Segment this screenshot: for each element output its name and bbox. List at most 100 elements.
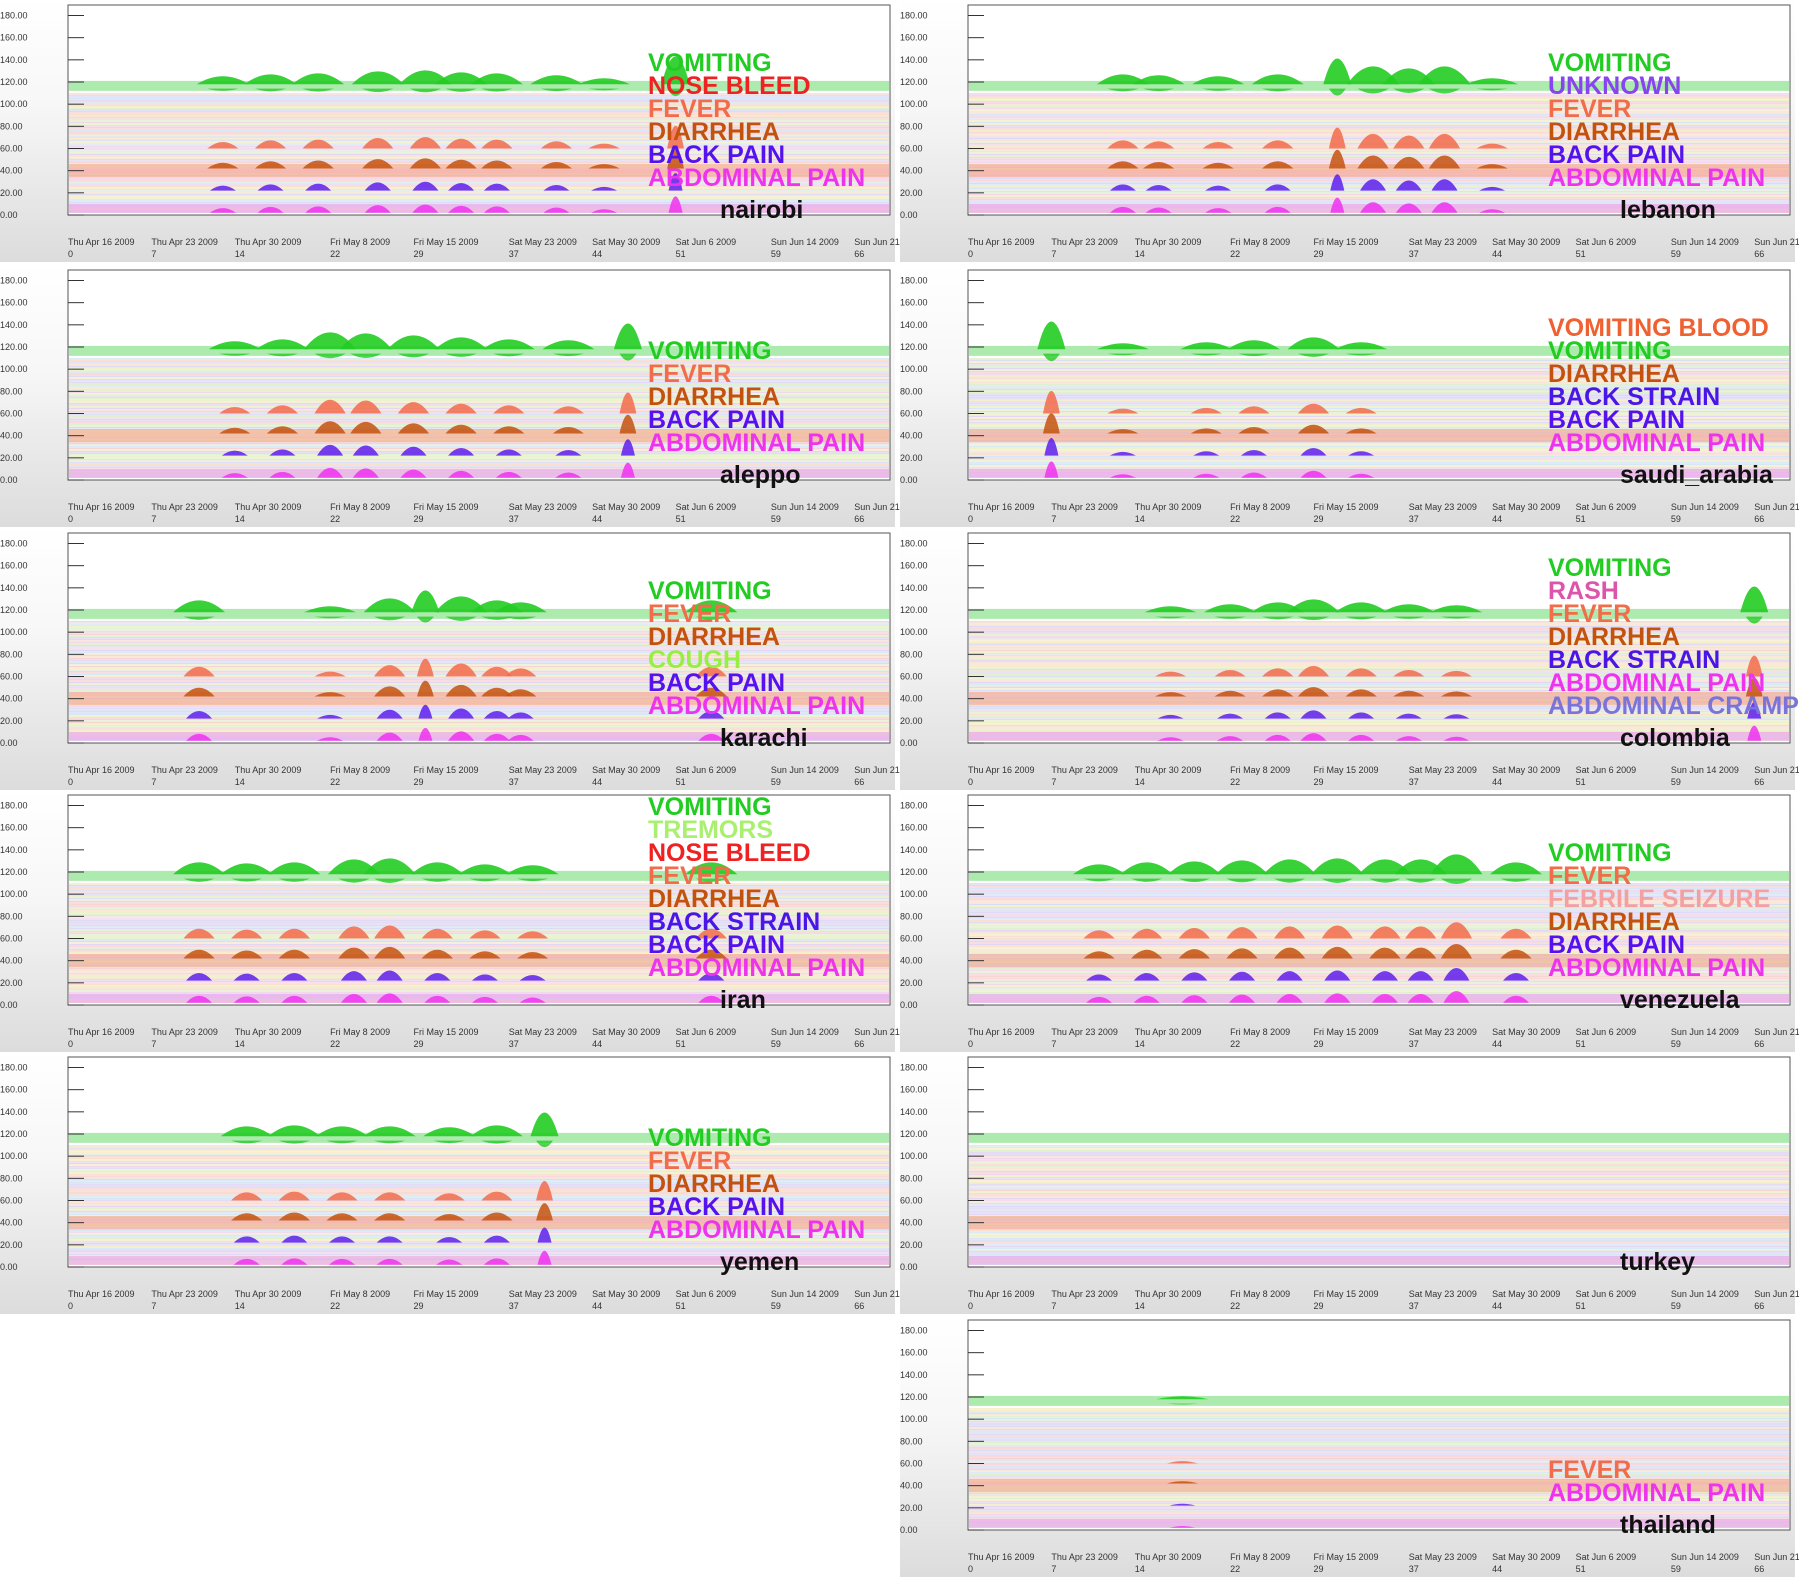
stream-band — [69, 1177, 889, 1179]
city-label: aleppo — [720, 461, 801, 489]
stream-band — [969, 665, 1789, 668]
x-tick-date: Sat Jun 6 2009 — [1576, 237, 1637, 247]
vomiting-peak — [244, 74, 297, 85]
stream-band — [69, 1149, 889, 1152]
stream-bands — [969, 1408, 1789, 1528]
back-pain-peak — [340, 971, 367, 981]
diarrhea-peak — [1393, 690, 1425, 697]
vomiting-peak — [542, 340, 595, 350]
stream-band — [69, 916, 889, 919]
vomiting-peak — [1216, 860, 1268, 875]
legend-item: BACK PAIN — [1548, 931, 1685, 959]
legend-item: BACK STRAIN — [648, 908, 820, 936]
abdominal-peak — [1145, 207, 1172, 213]
x-tick-date: Sat May 23 2009 — [1409, 1289, 1477, 1299]
y-tick-label: 120.00 — [0, 867, 28, 877]
legend-item: VOMITING — [648, 337, 772, 365]
diarrhea-peak — [314, 421, 346, 434]
abdominal-peak — [698, 995, 725, 1003]
stream-band — [69, 717, 889, 719]
y-axis: 180.00160.00140.00120.00100.0080.0060.00… — [900, 801, 984, 1010]
abdominal-peak — [376, 732, 403, 741]
stream-band — [969, 633, 1789, 636]
stream-band — [969, 1446, 1789, 1448]
x-tick-index: 14 — [235, 1039, 245, 1049]
stream-band — [69, 426, 889, 429]
stream-band — [69, 942, 889, 944]
x-tick-index: 51 — [676, 777, 686, 787]
x-tick-index: 37 — [509, 1039, 519, 1049]
diarrhea-peak — [505, 689, 537, 697]
stream-band — [969, 1475, 1789, 1477]
stream-band — [69, 195, 889, 197]
y-tick-label: 160.00 — [900, 561, 928, 571]
stream-band — [969, 640, 1789, 642]
stream-band — [69, 133, 889, 135]
vomiting-dip — [481, 616, 513, 620]
stream-band — [969, 372, 1789, 374]
back-pain-peak — [537, 1227, 552, 1243]
diarrhea-peak — [1321, 946, 1353, 959]
x-tick-index: 59 — [771, 777, 781, 787]
fever-peak — [1321, 925, 1353, 939]
stream-band — [69, 128, 889, 130]
fever-peak — [1274, 926, 1306, 939]
stream-band — [969, 662, 1789, 665]
stream-band — [969, 126, 1789, 129]
stream-band — [69, 664, 889, 666]
stream-band — [69, 447, 889, 450]
stream-band — [969, 1464, 1789, 1466]
y-tick-label: 60.00 — [900, 934, 923, 944]
y-tick-label: 20.00 — [900, 978, 923, 988]
stream-band — [69, 1241, 889, 1243]
stream-band — [969, 115, 1789, 117]
vomiting-baseline — [969, 608, 1789, 619]
stream-band — [69, 201, 889, 204]
stream-band — [969, 713, 1789, 716]
stream-band — [969, 153, 1789, 156]
legend-item: VOMITING — [1548, 337, 1672, 365]
diarrhea-peak — [416, 680, 434, 697]
stream-band — [969, 1249, 1789, 1251]
fever-peak — [1143, 141, 1175, 149]
stream-band — [69, 150, 889, 153]
fever-peak — [302, 139, 334, 149]
vomiting-peak — [1740, 586, 1769, 613]
stream-band — [69, 375, 889, 378]
chart-svg: 180.00160.00140.00120.00100.0080.0060.00… — [0, 269, 922, 524]
legend-item: DIARRHEA — [648, 623, 780, 651]
stream-band — [69, 921, 889, 923]
vomiting-peak — [530, 1112, 559, 1137]
stream-band — [69, 728, 889, 730]
x-tick-date: Thu Apr 30 2009 — [235, 765, 302, 775]
y-tick-label: 60.00 — [900, 144, 923, 154]
stream-band — [69, 94, 889, 97]
stream-band — [69, 1233, 889, 1235]
vomiting-baseline — [969, 80, 1789, 91]
diarrhea-peak — [1345, 689, 1377, 697]
x-tick-index: 44 — [1492, 1564, 1502, 1574]
back-pain-peak — [221, 450, 248, 456]
stream-band — [69, 1231, 889, 1233]
legend-item: DIARRHEA — [1548, 118, 1680, 146]
stream-band — [69, 1154, 889, 1157]
abdominal-peak — [1109, 206, 1136, 213]
back-pain-peak — [1324, 970, 1351, 981]
legend-item: ABDOMINAL PAIN — [648, 692, 865, 720]
stream-band — [969, 152, 1789, 154]
vomiting-dip — [1328, 88, 1346, 96]
city-label: iran — [720, 986, 766, 1014]
back-pain-peak — [424, 973, 451, 981]
abdominal-peak — [483, 733, 510, 741]
panel-thailand: 180.00 160.00 140.00 120.00 100.00 80.00 60.00… — [900, 1315, 1799, 1577]
stream-band — [69, 423, 889, 426]
stream-band — [969, 1456, 1789, 1458]
stream-band — [969, 1414, 1789, 1416]
back-pain-peak — [698, 973, 725, 981]
diarrhea-peak — [374, 686, 406, 697]
stream-band — [69, 1236, 889, 1238]
stream-band — [69, 101, 889, 103]
